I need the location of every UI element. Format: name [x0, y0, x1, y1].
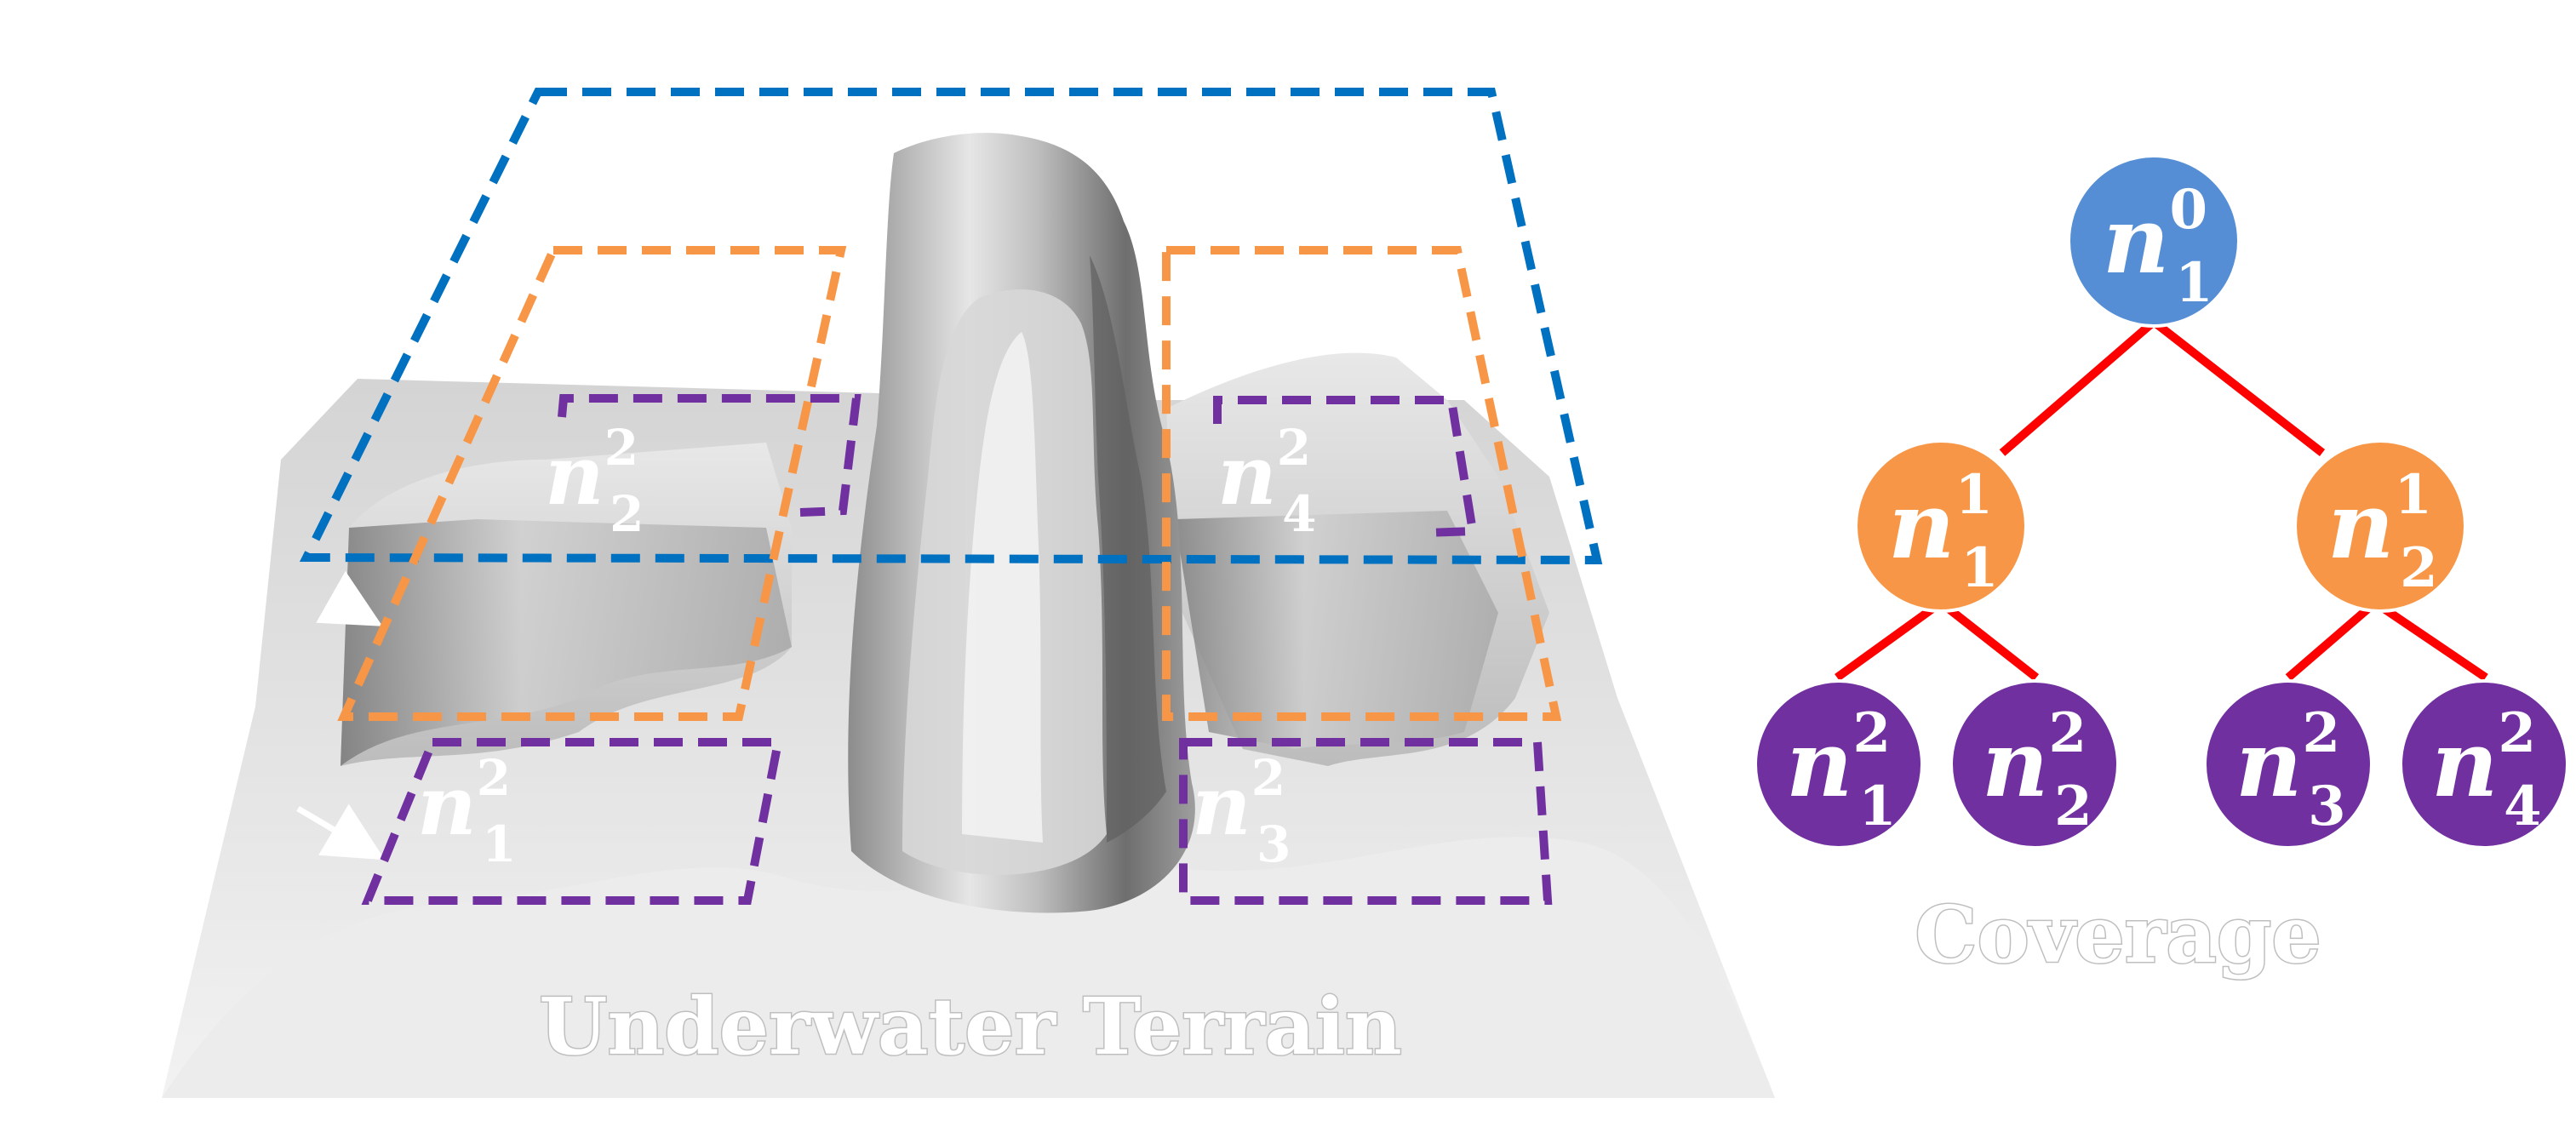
edge-n10-n11 — [1999, 318, 2157, 456]
node-circle — [1949, 679, 2120, 849]
node-circle — [2293, 439, 2467, 613]
terrain-caption: Underwater Terrain — [539, 981, 1402, 1072]
tree-node-n21: n1 2 — [2293, 439, 2467, 613]
edge-n10-n21 — [2150, 318, 2326, 456]
terrain-peak-highlight — [962, 332, 1043, 843]
box-level2-n32 — [1179, 738, 1553, 905]
box-level1-right — [1162, 246, 1562, 721]
tree-caption: Coverage — [1915, 889, 2321, 981]
coverage-tree: n0 1 n1 1 n1 2 n2 1 n2 2 — [1754, 154, 2569, 982]
tree-edges — [1835, 318, 2488, 682]
terrain-peak-shadow — [1090, 255, 1166, 843]
node-circle — [2067, 154, 2241, 328]
box-label-n42: n2 4 — [1217, 419, 1317, 543]
box-labels: n2 2 n2 4 n2 1 n2 3 n2 — [417, 262, 1317, 873]
terrain-arrow-upper — [316, 570, 383, 626]
terrain-right-cliff — [1175, 511, 1498, 749]
tree-node-n32: n2 3 — [2203, 679, 2373, 849]
node-circle — [2399, 679, 2569, 849]
box-level0 — [299, 88, 1603, 565]
tree-node-n22: n2 2 — [1949, 679, 2120, 849]
box-level2-n12 — [361, 738, 784, 905]
node-circle — [1754, 679, 1924, 849]
node-label: n2 4 — [2431, 701, 2542, 838]
edge-n21-n32 — [2285, 599, 2379, 681]
box-label-n32: n2 3 — [1192, 749, 1291, 873]
edge-n11-n12 — [1835, 598, 1943, 682]
tree-node-n12: n2 1 — [1754, 679, 1924, 849]
terrain-left-cliff — [341, 519, 792, 766]
terrain-arrow-lower — [296, 803, 386, 861]
box-level2-n42 — [1213, 396, 1478, 537]
tree-node-n10: n0 1 — [2067, 154, 2241, 328]
node-label: n1 2 — [2327, 463, 2438, 600]
box-label-n2-partial: n2 — [1188, 262, 1281, 376]
node-label: n1 1 — [1888, 463, 1999, 600]
tree-node-n42: n2 4 — [2399, 679, 2569, 849]
node-label: n2 1 — [1786, 701, 1897, 838]
box-label-n12: n2 1 — [417, 749, 517, 873]
node-label: n2 2 — [1982, 701, 2092, 838]
node-circle — [1854, 439, 2028, 613]
tree-node-n11: n1 1 — [1854, 439, 2028, 613]
box-level1-left — [337, 246, 847, 721]
node-label: n0 1 — [2103, 178, 2213, 315]
edge-n11-n22 — [1938, 599, 2040, 681]
edge-n21-n42 — [2373, 598, 2488, 682]
box-label-n22: n2 2 — [545, 419, 644, 543]
node-label: n2 3 — [2235, 701, 2346, 838]
coverage-boxes — [299, 88, 1603, 905]
box-level2-n22 — [558, 394, 862, 517]
node-circle — [2203, 679, 2373, 849]
